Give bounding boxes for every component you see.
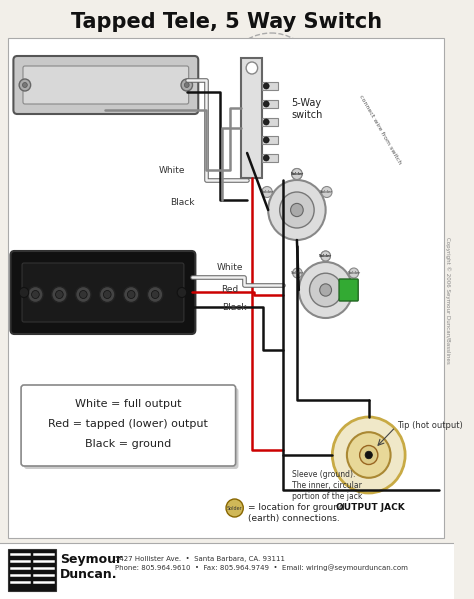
FancyBboxPatch shape [10,251,195,334]
Text: White = full output: White = full output [75,399,182,409]
Circle shape [124,286,139,302]
Circle shape [280,192,314,228]
Bar [8,549,55,591]
Text: Solder: Solder [319,254,332,258]
Text: Black = ground: Black = ground [85,439,172,449]
Bar [263,100,278,108]
Text: Solder: Solder [319,254,332,258]
Circle shape [28,286,43,302]
Circle shape [365,451,373,459]
Text: Solder: Solder [347,271,360,275]
Text: Phone: 805.964.9610  •  Fax: 805.964.9749  •  Email: wiring@seymourduncan.com: Phone: 805.964.9610 • Fax: 805.964.9749 … [115,564,408,571]
Circle shape [321,186,332,198]
Text: Tip (hot output): Tip (hot output) [398,420,463,429]
Circle shape [264,137,269,143]
Circle shape [291,204,303,217]
Circle shape [299,262,353,318]
FancyBboxPatch shape [24,388,238,469]
Circle shape [100,286,115,302]
Text: White: White [159,166,186,175]
FancyBboxPatch shape [23,66,189,104]
Circle shape [360,446,378,464]
Circle shape [128,291,135,298]
Circle shape [264,101,269,107]
Text: Red: Red [221,285,238,294]
Circle shape [262,186,272,198]
FancyBboxPatch shape [339,279,358,301]
Circle shape [181,79,192,91]
Circle shape [22,83,27,87]
Bar [263,118,278,126]
FancyBboxPatch shape [21,385,236,466]
Circle shape [103,291,111,298]
Circle shape [268,180,326,240]
Text: Black: Black [222,303,247,312]
Text: OUTPUT JACK: OUTPUT JACK [336,503,405,512]
Text: Red = tapped (lower) output: Red = tapped (lower) output [48,419,208,429]
Text: = location for ground
(earth) connections.: = location for ground (earth) connection… [248,503,345,523]
Circle shape [349,268,359,278]
Text: Black: Black [170,198,194,207]
Circle shape [310,273,342,307]
Circle shape [332,417,405,493]
Circle shape [246,62,258,74]
Circle shape [347,432,391,478]
Circle shape [151,291,159,298]
Circle shape [76,286,91,302]
Text: Seymour
Duncan.: Seymour Duncan. [60,553,122,581]
Circle shape [19,79,31,91]
Text: connect wire from switch: connect wire from switch [358,95,402,165]
Bar [0,543,454,599]
Text: Solder: Solder [227,506,243,510]
Text: Solder: Solder [291,172,303,176]
Circle shape [147,286,163,302]
Circle shape [321,251,330,261]
Text: Solder: Solder [320,190,333,194]
Bar [263,136,278,144]
Circle shape [32,291,39,298]
Circle shape [55,291,63,298]
FancyBboxPatch shape [241,58,263,178]
Circle shape [80,291,87,298]
Circle shape [292,168,302,180]
Text: Solder: Solder [261,190,273,194]
Circle shape [292,168,302,180]
Circle shape [292,268,302,278]
Circle shape [226,499,243,517]
Bar [263,82,278,90]
Bar [263,154,278,162]
Circle shape [19,288,29,298]
FancyBboxPatch shape [13,56,198,114]
FancyBboxPatch shape [22,263,184,322]
Text: Solder: Solder [291,172,303,176]
Circle shape [264,119,269,125]
Text: Copyright © 2006 Seymour Duncan/Basslines: Copyright © 2006 Seymour Duncan/Bassline… [446,237,451,364]
Text: 5-Way
switch: 5-Way switch [291,98,322,120]
FancyBboxPatch shape [8,38,445,538]
Circle shape [264,155,269,161]
Circle shape [320,284,331,296]
Text: Solder: Solder [291,271,304,275]
Circle shape [184,83,189,87]
Text: Sleeve (ground).
The inner, circular
portion of the jack: Sleeve (ground). The inner, circular por… [292,470,363,501]
Circle shape [264,83,269,89]
Circle shape [321,251,330,261]
Text: 5427 Hollister Ave.  •  Santa Barbara, CA. 93111: 5427 Hollister Ave. • Santa Barbara, CA.… [115,556,285,562]
Text: Tapped Tele, 5 Way Switch: Tapped Tele, 5 Way Switch [72,12,383,32]
Circle shape [52,286,67,302]
Circle shape [177,288,187,298]
Text: White: White [217,263,243,272]
